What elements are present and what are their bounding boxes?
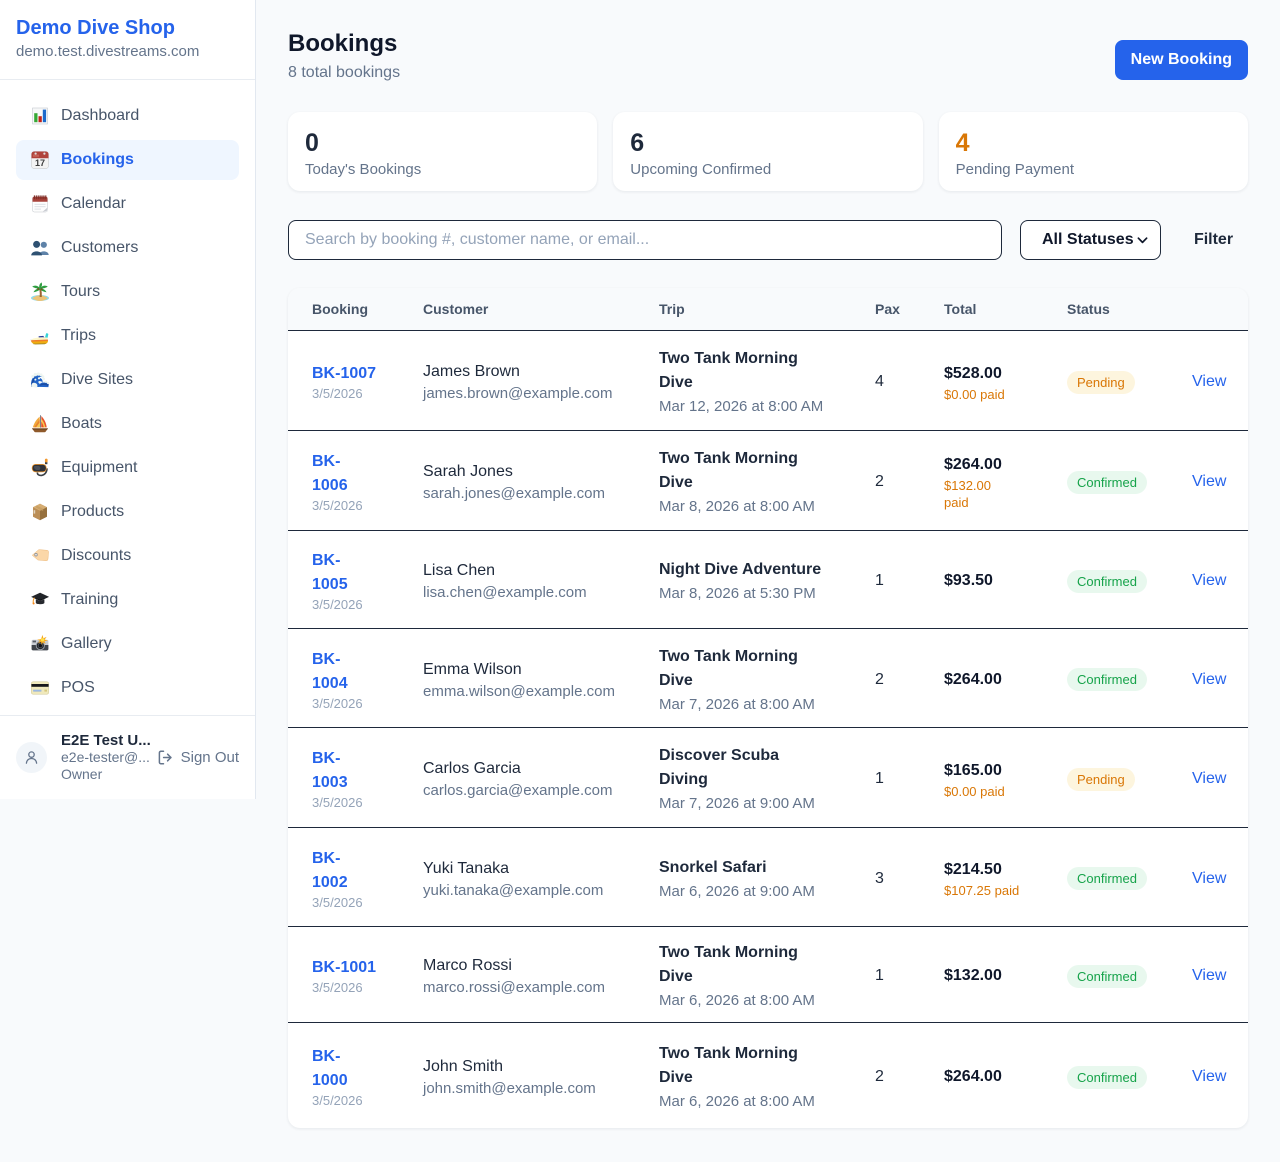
svg-text:17: 17 xyxy=(35,158,45,168)
